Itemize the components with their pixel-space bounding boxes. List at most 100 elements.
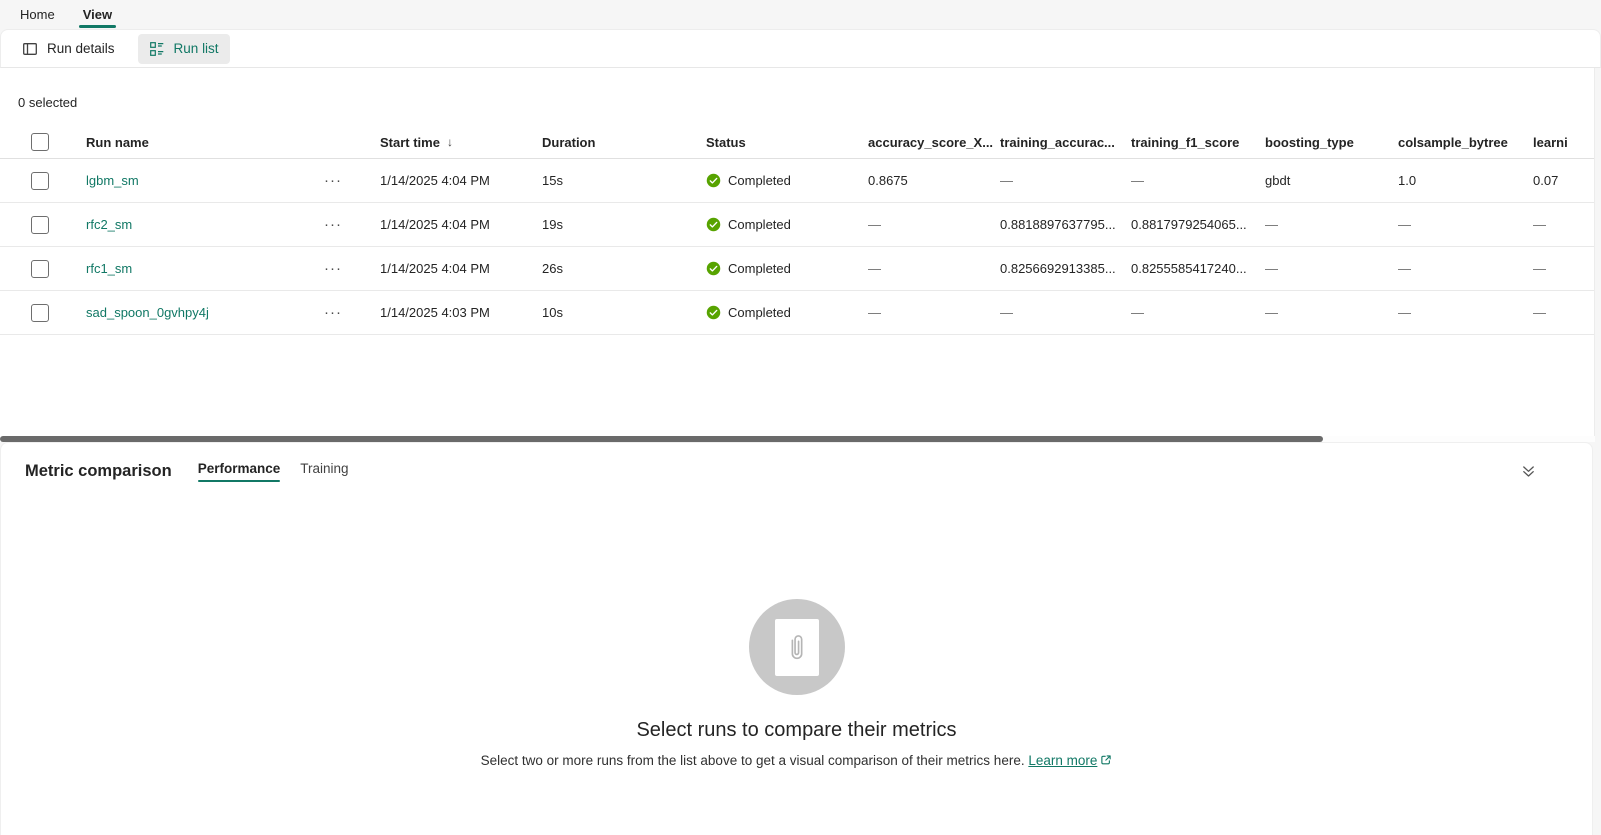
column-header-start-time[interactable]: Start time ↓ (380, 135, 542, 150)
empty-state-circle (748, 599, 845, 695)
select-all-checkbox[interactable] (31, 133, 49, 151)
completed-check-icon (706, 305, 721, 320)
row-checkbox[interactable] (31, 215, 49, 234)
run-details-button[interactable]: Run details (11, 34, 126, 64)
run-name-link[interactable]: rfc1_sm (86, 261, 133, 276)
column-header-colsample-bytree[interactable]: colsample_bytree (1398, 134, 1508, 150)
learning-rate-cell: 0.07 (1533, 173, 1559, 188)
table-row: sad_spoon_0gvhpy4j ··· 1/14/2025 4:03 PM… (0, 291, 1594, 335)
boosting-type-cell: — (1265, 217, 1278, 232)
paperclip-card (774, 618, 819, 676)
empty-state-title: Select runs to compare their metrics (636, 719, 957, 741)
paperclip-icon (784, 631, 809, 664)
collapse-panel-button[interactable] (1517, 460, 1540, 483)
row-checkbox[interactable] (31, 171, 49, 190)
run-name-link[interactable]: sad_spoon_0gvhpy4j (86, 305, 209, 320)
metric-empty-state: Select runs to compare their metrics Sel… (1, 599, 1592, 769)
accuracy-score-cell: — (868, 261, 881, 276)
ribbon-tab-bar: Home View (0, 0, 1601, 29)
start-time-cell: 1/14/2025 4:04 PM (380, 173, 490, 188)
column-header-duration[interactable]: Duration (542, 134, 596, 150)
metric-panel-header: Metric comparison Performance Training (1, 443, 1592, 487)
run-list-section: 0 selected Run name Start time ↓ Duratio… (0, 68, 1595, 436)
learn-more-label: Learn more (1028, 753, 1098, 768)
more-options-button[interactable]: ··· (320, 173, 346, 188)
column-header-accuracy-score[interactable]: accuracy_score_X... (868, 134, 994, 150)
run-list-label: Run list (173, 41, 219, 56)
duration-cell: 19s (542, 217, 563, 232)
run-name-link[interactable]: rfc2_sm (86, 217, 133, 232)
start-time-cell: 1/14/2025 4:04 PM (380, 261, 490, 276)
status-cell: Completed (706, 261, 868, 276)
horizontal-scrollbar-thumb[interactable] (0, 436, 1323, 442)
duration-cell: 10s (542, 305, 563, 320)
more-options-button[interactable]: ··· (320, 305, 346, 320)
double-chevron-down-icon (1521, 464, 1536, 479)
tab-view[interactable]: View (69, 0, 126, 29)
tab-home[interactable]: Home (6, 0, 69, 29)
status-cell: Completed (706, 173, 868, 188)
training-f1-cell: 0.8817979254065... (1131, 217, 1247, 232)
completed-check-icon (706, 261, 721, 276)
completed-check-icon (706, 217, 721, 232)
horizontal-scrollbar[interactable] (0, 436, 1595, 442)
metric-panel-tabs: Performance Training (188, 456, 359, 487)
boosting-type-cell: gbdt (1265, 173, 1291, 188)
accuracy-score-cell: — (868, 305, 881, 320)
more-options-button[interactable]: ··· (320, 261, 346, 276)
training-f1-cell: 0.8255585417240... (1131, 261, 1247, 276)
run-name-link[interactable]: lgbm_sm (86, 173, 139, 188)
more-options-button[interactable]: ··· (320, 217, 346, 232)
status-cell: Completed (706, 217, 868, 232)
view-toolbar: Run details Run list (0, 29, 1601, 68)
tab-training[interactable]: Training (290, 456, 358, 487)
table-row: rfc1_sm ··· 1/14/2025 4:04 PM 26s Comple… (0, 247, 1594, 291)
column-header-learning-rate[interactable]: learni (1533, 134, 1568, 150)
accuracy-score-cell: — (868, 217, 881, 232)
external-link-icon (1100, 754, 1112, 769)
run-table: Run name Start time ↓ Duration Status ac… (0, 126, 1594, 335)
training-accuracy-cell: 0.8818897637795... (1000, 217, 1116, 232)
learning-rate-cell: — (1533, 261, 1546, 276)
column-header-boosting-type[interactable]: boosting_type (1265, 134, 1354, 150)
run-list-button[interactable]: Run list (137, 33, 230, 64)
training-accuracy-cell: — (1000, 173, 1013, 188)
table-row: lgbm_sm ··· 1/14/2025 4:04 PM 15s Comple… (0, 159, 1594, 203)
colsample-bytree-cell: — (1398, 261, 1411, 276)
completed-check-icon (706, 173, 721, 188)
colsample-bytree-cell: 1.0 (1398, 173, 1417, 188)
empty-state-description: Select two or more runs from the list ab… (481, 753, 1113, 769)
status-cell: Completed (706, 305, 868, 320)
status-label: Completed (728, 261, 791, 276)
start-time-header-label: Start time (380, 134, 440, 150)
table-header-row: Run name Start time ↓ Duration Status ac… (0, 126, 1594, 159)
accuracy-score-cell: 0.8675 (868, 173, 908, 188)
column-header-status[interactable]: Status (706, 134, 746, 150)
run-details-panel-icon (22, 41, 38, 57)
table-row: rfc2_sm ··· 1/14/2025 4:04 PM 19s Comple… (0, 203, 1594, 247)
status-label: Completed (728, 217, 791, 232)
start-time-cell: 1/14/2025 4:03 PM (380, 305, 490, 320)
boosting-type-cell: — (1265, 305, 1278, 320)
run-details-label: Run details (47, 41, 115, 56)
colsample-bytree-cell: — (1398, 217, 1411, 232)
sort-descending-icon: ↓ (446, 135, 453, 149)
status-label: Completed (728, 305, 791, 320)
duration-cell: 15s (542, 173, 563, 188)
boosting-type-cell: — (1265, 261, 1278, 276)
column-header-run-name[interactable]: Run name (86, 134, 149, 150)
metric-comparison-title: Metric comparison (25, 462, 172, 480)
metric-comparison-panel: Metric comparison Performance Training (0, 442, 1593, 835)
row-checkbox[interactable] (31, 259, 49, 278)
learning-rate-cell: — (1533, 305, 1546, 320)
training-f1-cell: — (1131, 173, 1144, 188)
column-header-training-accuracy[interactable]: training_accurac... (1000, 134, 1115, 150)
learning-rate-cell: — (1533, 217, 1546, 232)
empty-state-description-text: Select two or more runs from the list ab… (480, 753, 1025, 768)
row-checkbox[interactable] (31, 303, 49, 322)
training-f1-cell: — (1131, 305, 1144, 320)
tab-performance[interactable]: Performance (188, 456, 291, 487)
learn-more-link[interactable]: Learn more (1028, 753, 1112, 768)
start-time-cell: 1/14/2025 4:04 PM (380, 217, 490, 232)
column-header-training-f1-score[interactable]: training_f1_score (1131, 134, 1240, 150)
